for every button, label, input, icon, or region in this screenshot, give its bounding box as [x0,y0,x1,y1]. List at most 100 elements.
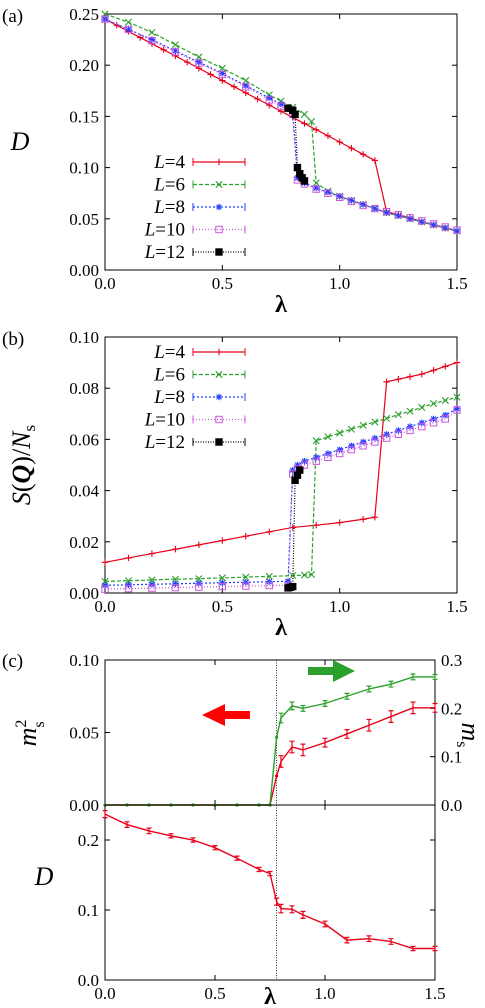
data-point [148,584,156,592]
y-tick-label: 0.20 [69,56,99,75]
data-point [296,466,304,474]
data-point [336,429,344,437]
legend-label: L=12 [144,242,185,263]
x-axis-label: λ [264,984,276,1008]
data-point [265,581,273,590]
data-point [359,201,367,210]
data-point [171,48,180,56]
y-tick-label: 0.15 [69,107,99,126]
data-point [347,445,356,454]
legend-L: L [153,175,165,196]
data-point [371,205,379,212]
data-point [371,204,379,213]
data-point [124,18,133,26]
data-point [265,572,273,580]
data-point [172,47,179,55]
data-point [406,214,414,222]
data-point [230,83,238,90]
data-point [418,422,426,431]
data-point [429,419,438,427]
y-tick-label: 0.00 [69,584,99,603]
data-point [418,218,425,226]
data-point [124,584,133,593]
data-point [300,461,309,469]
data-point [406,426,414,435]
y-tick-label: 0.2 [78,831,99,850]
data-point [124,25,133,34]
data-point [291,110,299,119]
y-axis-label-right: ms [453,722,485,747]
data-point [313,521,320,529]
error-bar [432,702,438,713]
data-point [148,581,156,588]
data-point [359,151,367,158]
data-point [382,434,391,442]
data-point [442,363,449,370]
legend-value: =12 [155,242,185,263]
data-point [453,226,461,234]
data-point [418,217,426,225]
data-point [218,70,227,79]
legend-value: =10 [155,220,185,241]
legend-marker [215,370,223,379]
data-point [441,223,449,231]
data-point [418,419,425,426]
data-point [266,528,273,536]
legend-L: L [153,197,165,218]
error-bar [212,845,218,851]
legend-L: L [153,365,165,386]
data-point [406,423,414,430]
label-N: N [7,430,36,450]
error-bar [289,905,295,914]
data-point [218,582,227,591]
data-point [324,132,332,140]
data-point [277,100,285,108]
legend-L: L [144,242,156,263]
data-point [300,177,309,185]
data-point [453,393,461,401]
legend-errcap [192,348,246,356]
data-point [324,453,332,462]
legend-label: L=4 [153,152,185,173]
error-bar [410,673,416,681]
error-bar [344,936,350,944]
y-axis-label: D [10,127,30,156]
legend-label: L=4 [153,342,185,363]
data-point [183,58,191,66]
y-tick-label: 0.1 [78,901,99,920]
legend-L: L [153,342,165,363]
data-point [453,406,461,414]
error-bar [300,910,306,919]
y-tick-label-right: 0.0 [441,796,462,815]
y-axis-label-left: m2s [13,720,48,747]
y-tick-label: 0.04 [69,482,99,501]
legend-label: L=8 [153,387,185,408]
data-point [359,442,367,450]
label-sub: s [31,721,48,727]
legend-errcap [192,158,246,166]
data-point [313,184,320,192]
data-point [265,96,273,104]
error-bar [410,701,416,715]
legend-errcap [192,370,246,379]
legend-L: L [153,387,165,408]
legend-L: L [144,432,156,453]
y-tick-label: 0.00 [69,261,99,280]
series-line [287,469,301,589]
error-bar [410,945,416,952]
data-point [406,215,414,222]
data-point [371,434,379,442]
y-tick-label: 0.25 [69,5,99,24]
data-point [430,367,437,374]
x-tick-label: 0.5 [212,274,233,293]
error-bar [124,821,130,828]
data-point [219,70,226,77]
y-tick-label: 0.10 [69,328,99,347]
legend-marker [215,203,223,211]
data-point [382,207,391,216]
data-point [453,405,461,412]
legend-marker [215,158,223,166]
data-point [195,580,203,587]
data-point [301,120,308,127]
